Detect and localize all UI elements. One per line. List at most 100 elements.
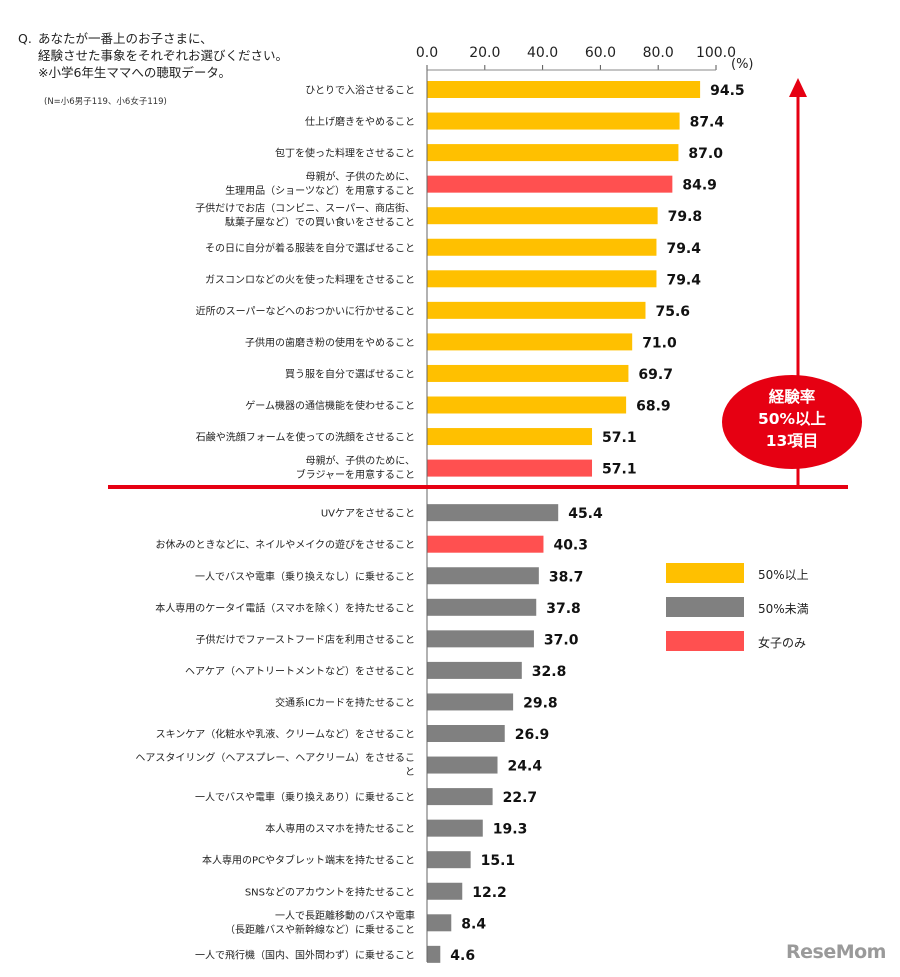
- category-label: 仕上げ磨きをやめること: [305, 115, 415, 128]
- category-label: SNSなどのアカウントを持たせること: [245, 885, 415, 898]
- category-label: 一人でバスや電車（乗り換えあり）に乗せること: [195, 791, 415, 804]
- category-label: ヘアスタイリング（ヘアスプレー、ヘアクリーム）をさせるこ: [135, 751, 415, 764]
- data-label: 26.9: [515, 727, 550, 743]
- x-tick-label: 40.0: [527, 45, 558, 61]
- question-line-2: 経験させた事象をそれぞれお選びください。: [38, 48, 289, 63]
- category-label: （長距離バスや新幹線など）に乗せること: [225, 923, 415, 936]
- category-label: 本人専用のスマホを持たせること: [265, 822, 415, 835]
- category-label: 生理用品（ショーツなど）を用意すること: [225, 184, 415, 197]
- bar: [427, 914, 452, 932]
- bar: [427, 270, 657, 288]
- callout-line-2: 50%以上: [757, 410, 827, 428]
- data-label: 15.1: [481, 853, 516, 869]
- bar: [427, 725, 505, 742]
- unit-label: (%): [731, 57, 754, 72]
- data-label: 68.9: [636, 399, 671, 415]
- category-label: その日に自分が着る服装を自分で選ばせること: [205, 241, 415, 254]
- data-label: 8.4: [461, 916, 486, 932]
- data-label: 87.0: [688, 146, 723, 162]
- data-label: 4.6: [450, 948, 475, 964]
- data-label: 79.4: [666, 272, 701, 288]
- bar: [427, 112, 680, 130]
- category-label: と: [405, 766, 415, 778]
- category-label: ガスコンロなどの火を使った料理をさせること: [205, 273, 415, 286]
- category-label: 駄菓子屋など）での買い食いをさせること: [225, 216, 415, 229]
- x-tick-label: 60.0: [585, 45, 616, 61]
- data-label: 19.3: [493, 822, 528, 838]
- category-label: ヘアケア（ヘアトリートメントなど）をさせること: [185, 665, 415, 677]
- bar: [427, 693, 514, 711]
- experience-rate-callout: 経験率 50%以上 13項目: [722, 375, 862, 469]
- category-label: ゲーム機器の通信機能を使わせること: [245, 399, 415, 412]
- data-label: 12.2: [472, 885, 507, 901]
- question-line-3: ※小学6年生ママへの聴取データ。: [38, 65, 232, 80]
- bar: [427, 504, 559, 522]
- bar: [427, 756, 498, 774]
- bar: [427, 428, 593, 446]
- bar: [427, 851, 471, 869]
- category-label: 本人専用のケータイ電話（スマホを除く）を持たせること: [155, 601, 415, 614]
- x-tick-label: 80.0: [643, 45, 674, 61]
- data-label: 24.4: [508, 759, 543, 775]
- category-label: 包丁を使った料理をさせること: [275, 147, 415, 160]
- arrow-head: [789, 78, 807, 97]
- question-line-1: あなたが一番上のお子さまに、: [38, 31, 213, 46]
- legend-item-girls-only: 女子のみ: [666, 631, 866, 653]
- bar: [427, 945, 441, 963]
- data-label: 57.1: [602, 462, 637, 478]
- data-label: 45.4: [568, 506, 603, 522]
- legend-label-below-50: 50%未満: [758, 602, 809, 616]
- data-label: 29.8: [523, 695, 558, 711]
- x-tick-label: 100.0: [696, 45, 736, 61]
- legend-swatch-above-50: [666, 563, 744, 583]
- category-label: スキンケア（化粧水や乳液、クリームなど）をさせること: [156, 728, 415, 741]
- bar: [427, 333, 633, 351]
- x-tick-label: 0.0: [416, 45, 438, 61]
- callout-line-3: 13項目: [765, 432, 819, 450]
- bar: [427, 301, 646, 319]
- data-label: 79.8: [668, 209, 703, 225]
- legend-swatch-below-50: [666, 597, 744, 617]
- data-label: 40.3: [553, 538, 588, 554]
- bar: [427, 535, 544, 553]
- question-prefix: Q.: [18, 31, 32, 46]
- bar: [427, 567, 539, 585]
- bar: [427, 598, 537, 616]
- callout-line-1: 経験率: [768, 388, 816, 406]
- bar: [427, 144, 679, 162]
- bar: [427, 396, 627, 414]
- category-label: 子供だけでお店（コンビニ、スーパー、商店街、: [195, 202, 415, 215]
- question-block: Q. あなたが一番上のお子さまに、 経験させた事象をそれぞれお選びください。 ※…: [18, 30, 289, 81]
- legend-label-girls-only: 女子のみ: [758, 636, 807, 650]
- category-label: 近所のスーパーなどへのおつかいに行かせること: [196, 304, 415, 317]
- category-label: ブラジャーを用意すること: [296, 468, 415, 481]
- category-label: 交通系ICカードを持たせること: [275, 696, 415, 709]
- category-label: 母親が、子供のために、: [306, 454, 416, 467]
- data-label: 87.4: [690, 115, 725, 131]
- data-label: 94.5: [710, 83, 745, 99]
- legend-swatch-girls-only: [666, 631, 744, 651]
- sample-size-note: (N=小6男子119、小6女子119): [44, 97, 167, 107]
- category-label: ひとりで入浴させること: [305, 85, 415, 97]
- category-label: 一人で長距離移動のバスや電車: [275, 909, 415, 922]
- bar: [427, 459, 593, 477]
- data-label: 69.7: [638, 367, 673, 383]
- category-label: 子供だけでファーストフード店を利用させること: [196, 633, 416, 646]
- data-label: 22.7: [503, 790, 538, 806]
- category-label: UVケアをさせること: [321, 508, 415, 520]
- bar: [427, 819, 483, 837]
- bar: [427, 207, 658, 225]
- bar: [427, 788, 493, 806]
- category-label: 母親が、子供のために、: [306, 170, 416, 183]
- bar: [427, 882, 463, 900]
- bar: [427, 81, 701, 98]
- data-label: 38.7: [549, 569, 584, 585]
- data-label: 84.9: [682, 178, 717, 194]
- legend-label-above-50: 50%以上: [758, 568, 809, 582]
- category-label: 石鹸や洗顔フォームを使っての洗顔をさせること: [196, 431, 415, 444]
- category-label: お休みのときなどに、ネイルやメイクの遊びをさせること: [156, 538, 416, 551]
- bar: [427, 364, 629, 382]
- data-label: 75.6: [655, 304, 690, 320]
- category-label: 子供用の歯磨き粉の使用をやめること: [245, 336, 415, 349]
